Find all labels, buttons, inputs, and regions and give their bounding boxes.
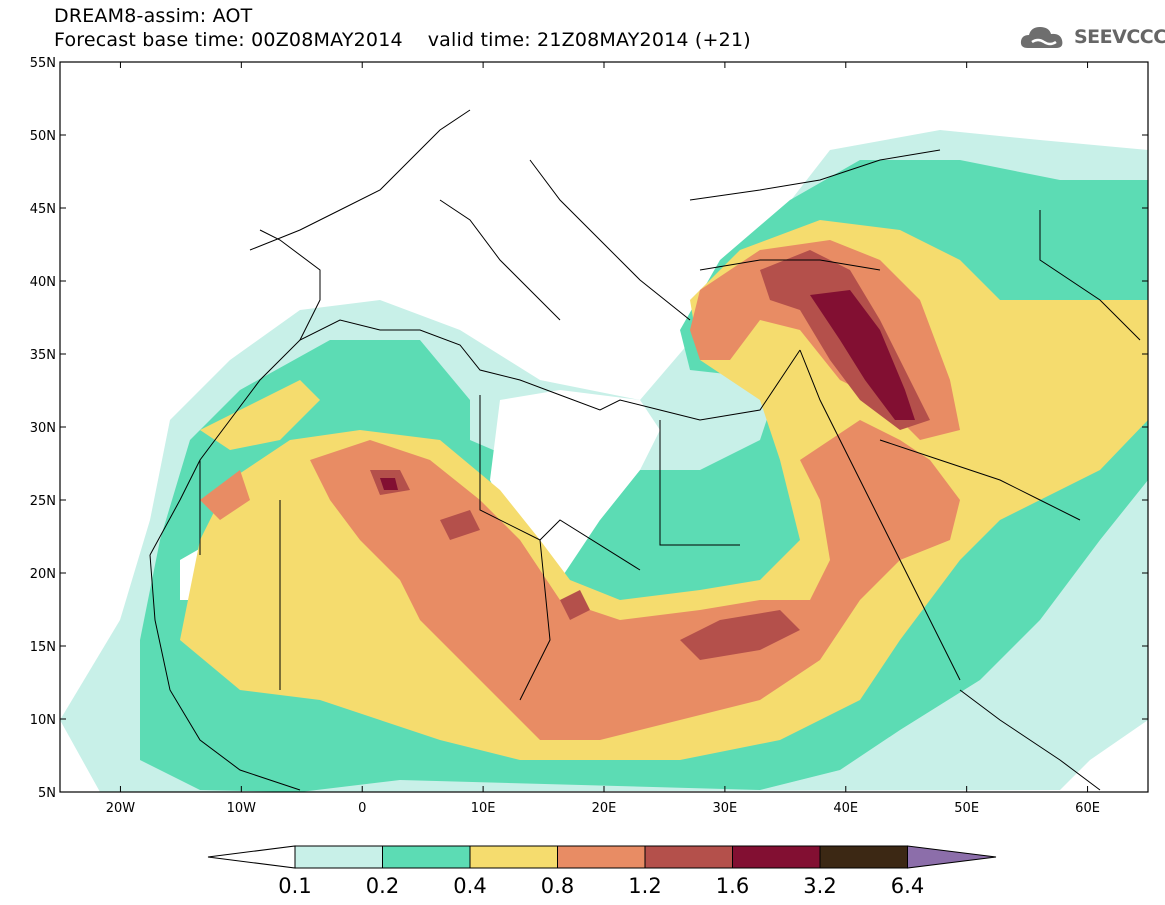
colorbar-label: 0.4 — [453, 874, 486, 898]
colorbar-label: 0.1 — [278, 874, 311, 898]
lat-tick-label: 15N — [30, 640, 56, 655]
colorbar-box — [294, 845, 383, 869]
lat-tick-label: 30N — [30, 421, 56, 436]
aot-level-1.6 — [810, 290, 915, 420]
colorbar-box — [382, 845, 471, 869]
lat-tick-label: 20N — [30, 567, 56, 582]
lon-tick-label: 50E — [954, 801, 979, 816]
lon-tick-label: 40E — [833, 801, 858, 816]
colorbar-over-arrow — [907, 845, 997, 869]
lon-tick-label: 60E — [1075, 801, 1100, 816]
aot-fields — [60, 130, 1148, 792]
lon-tick-label: 10E — [471, 801, 496, 816]
cloud-icon — [1020, 27, 1063, 48]
lat-tick-label: 50N — [30, 129, 56, 144]
lon-tick-label: 20E — [592, 801, 617, 816]
colorbar-label: 0.8 — [541, 874, 574, 898]
lat-tick-label: 40N — [30, 275, 56, 290]
seevccc-logo: SEEVCCC — [1018, 22, 1165, 52]
colorbar-box — [819, 845, 908, 869]
colorbar-label: 1.6 — [716, 874, 749, 898]
colorbar-box — [469, 845, 558, 869]
colorbar: 0.1 0.2 0.4 0.8 1.2 1.6 3.2 6.4 — [207, 845, 997, 898]
lat-tick-label: 25N — [30, 494, 56, 509]
colorbar-box — [557, 845, 646, 869]
colorbar-under-arrow — [207, 845, 296, 869]
logo-text: SEEVCCC — [1074, 26, 1165, 48]
axis-ticks: 55N 50N 45N 40N 35N 30N 25N 20N 15N 10N 5N 20W 10W 0 1… — [30, 56, 1148, 816]
lon-tick-label: 0 — [358, 801, 366, 816]
colorbar-box — [644, 845, 733, 869]
aot-level-0.8 — [310, 420, 960, 740]
lon-tick-label: 20W — [106, 801, 136, 816]
lat-tick-label: 35N — [30, 348, 56, 363]
forecast-times: Forecast base time: 00Z08MAY2014 valid t… — [54, 29, 751, 51]
lat-tick-label: 5N — [38, 786, 56, 801]
product-title: DREAM8-assim: AOT — [54, 5, 253, 27]
lon-tick-label: 30E — [713, 801, 738, 816]
lat-tick-label: 45N — [30, 202, 56, 217]
colorbar-label: 1.2 — [628, 874, 661, 898]
coastlines-and-borders — [149, 109, 1141, 791]
colorbar-label: 6.4 — [891, 874, 924, 898]
lon-tick-label: 10W — [227, 801, 257, 816]
colorbar-label: 0.2 — [366, 874, 399, 898]
lat-tick-label: 55N — [30, 56, 56, 71]
colorbar-label: 3.2 — [803, 874, 836, 898]
colorbar-box — [732, 845, 821, 869]
lat-tick-label: 10N — [30, 713, 56, 728]
map-header: DREAM8-assim: AOT Forecast base time: 00… — [54, 4, 751, 52]
